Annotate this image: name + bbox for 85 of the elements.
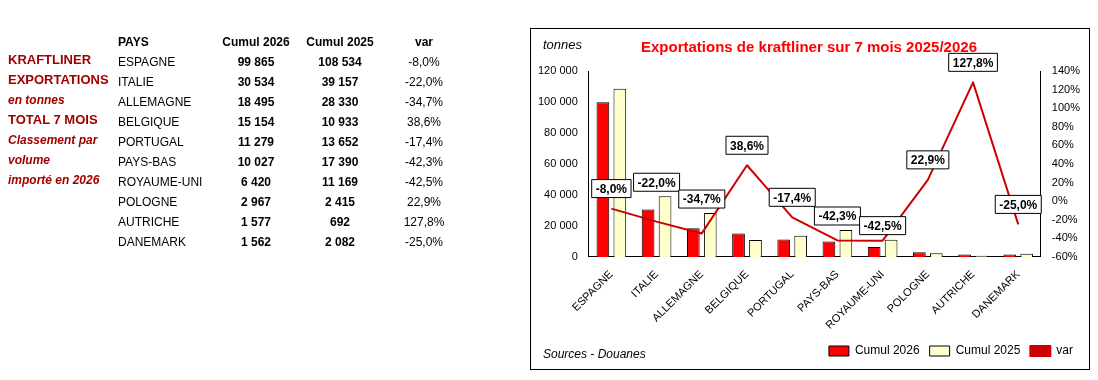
data-label: 692 (329, 214, 351, 231)
data-label: 18 495 (236, 94, 276, 111)
data-label: -34,7% (404, 94, 444, 111)
data-label: 10 027 (236, 154, 276, 171)
y-tick-label: 0 (571, 249, 578, 262)
data-label: 127,8% (952, 55, 994, 70)
data-label: -22,0% (637, 175, 676, 190)
y-axis-title: tonnes (543, 36, 583, 52)
data-label: 2 415 (324, 194, 356, 211)
data-label: 22,9% (910, 153, 946, 168)
data-label: 99 865 (236, 54, 276, 71)
chart-title: Exportations de kraftliner sur 7 mois 2025/2026 (641, 38, 977, 56)
text: var (414, 34, 434, 51)
data-label: 2 082 (324, 234, 356, 251)
data-label: 10 933 (320, 114, 360, 131)
text: TOTAL 7 MOIS (8, 111, 99, 129)
data-label: 38,6% (729, 138, 765, 153)
data-label: 15 154 (236, 114, 276, 131)
category-label: ITALIE (117, 74, 155, 91)
category-label: ALLEMAGNE (117, 94, 193, 111)
y2-tick-label: -40% (1051, 231, 1078, 244)
data-label: -34,7% (682, 192, 722, 207)
data-label: -42,3% (404, 154, 444, 171)
y-tick-label: 100 000 (538, 95, 578, 108)
text: en tonnes (8, 92, 66, 109)
data-label: 39 157 (320, 74, 360, 91)
data-label: 1 577 (240, 214, 272, 231)
text: Classement par (8, 132, 99, 149)
y-tick-label: 80 000 (544, 126, 578, 139)
text: PAYS (117, 34, 150, 51)
source-note: Sources - Douanes (543, 347, 646, 362)
legend-label: Cumul 2025 (955, 343, 1021, 358)
text: EXPORTATIONS (8, 71, 110, 89)
data-label: 30 534 (236, 74, 276, 91)
data-label: 127,8% (402, 214, 446, 231)
data-label: -42,5% (863, 218, 902, 233)
category-label: POLOGNE (117, 194, 179, 211)
data-label: 28 330 (320, 94, 360, 111)
y2-tick-label: 60% (1051, 138, 1075, 151)
data-label: -25,0% (999, 197, 1038, 212)
category-label: ROYAUME-UNI (117, 174, 204, 191)
data-label: 13 652 (320, 134, 360, 151)
data-label: 38,6% (406, 114, 442, 131)
data-label: -22,0% (404, 74, 444, 91)
data-label: 1 562 (240, 234, 272, 251)
category-label: ESPAGNE (117, 54, 177, 71)
y2-tick-label: -60% (1051, 249, 1078, 262)
y2-tick-label: 0% (1051, 194, 1068, 207)
y-tick-label: 20 000 (544, 218, 578, 231)
category-label: AUTRICHE (117, 214, 181, 231)
y2-tick-label: 120% (1051, 82, 1081, 95)
text: Cumul 2026 (221, 34, 291, 51)
data-label: 17 390 (320, 154, 360, 171)
category-label: PORTUGAL (117, 134, 185, 151)
text: importé en 2026 (8, 172, 101, 189)
text: KRAFTLINER (8, 51, 93, 69)
data-label: -8,0% (595, 181, 628, 196)
legend-label: Cumul 2026 (854, 343, 920, 358)
data-label: -17,4% (404, 134, 444, 151)
legend-label: var (1056, 343, 1073, 358)
data-label: 11 279 (236, 134, 275, 151)
y2-tick-label: -20% (1051, 212, 1078, 225)
text: volume (8, 152, 51, 169)
data-label: -17,4% (773, 190, 812, 205)
y-tick-label: 60 000 (544, 157, 578, 169)
y2-tick-label: 80% (1051, 119, 1075, 132)
category-label: BELGIQUE (117, 114, 181, 131)
category-label: DANEMARK (117, 234, 187, 251)
data-label: 2 967 (240, 194, 272, 211)
data-label: 22,9% (406, 194, 442, 211)
data-label: 11 169 (320, 174, 359, 191)
text: Cumul 2025 (305, 34, 375, 51)
data-label: 108 534 (317, 54, 363, 71)
data-label: -8,0% (407, 54, 441, 71)
data-label: -25,0% (404, 234, 444, 251)
y2-tick-label: 20% (1051, 175, 1075, 188)
data-label: 6 420 (240, 174, 272, 191)
y2-tick-label: 140% (1051, 64, 1081, 77)
y2-tick-label: 40% (1051, 157, 1075, 169)
data-label: -42,3% (818, 209, 857, 224)
y-tick-label: 120 000 (538, 64, 578, 77)
category-label: PAYS-BAS (117, 154, 178, 171)
data-label: -42,5% (404, 174, 444, 191)
y2-tick-label: 100% (1051, 101, 1081, 114)
y-tick-label: 40 000 (544, 187, 578, 200)
